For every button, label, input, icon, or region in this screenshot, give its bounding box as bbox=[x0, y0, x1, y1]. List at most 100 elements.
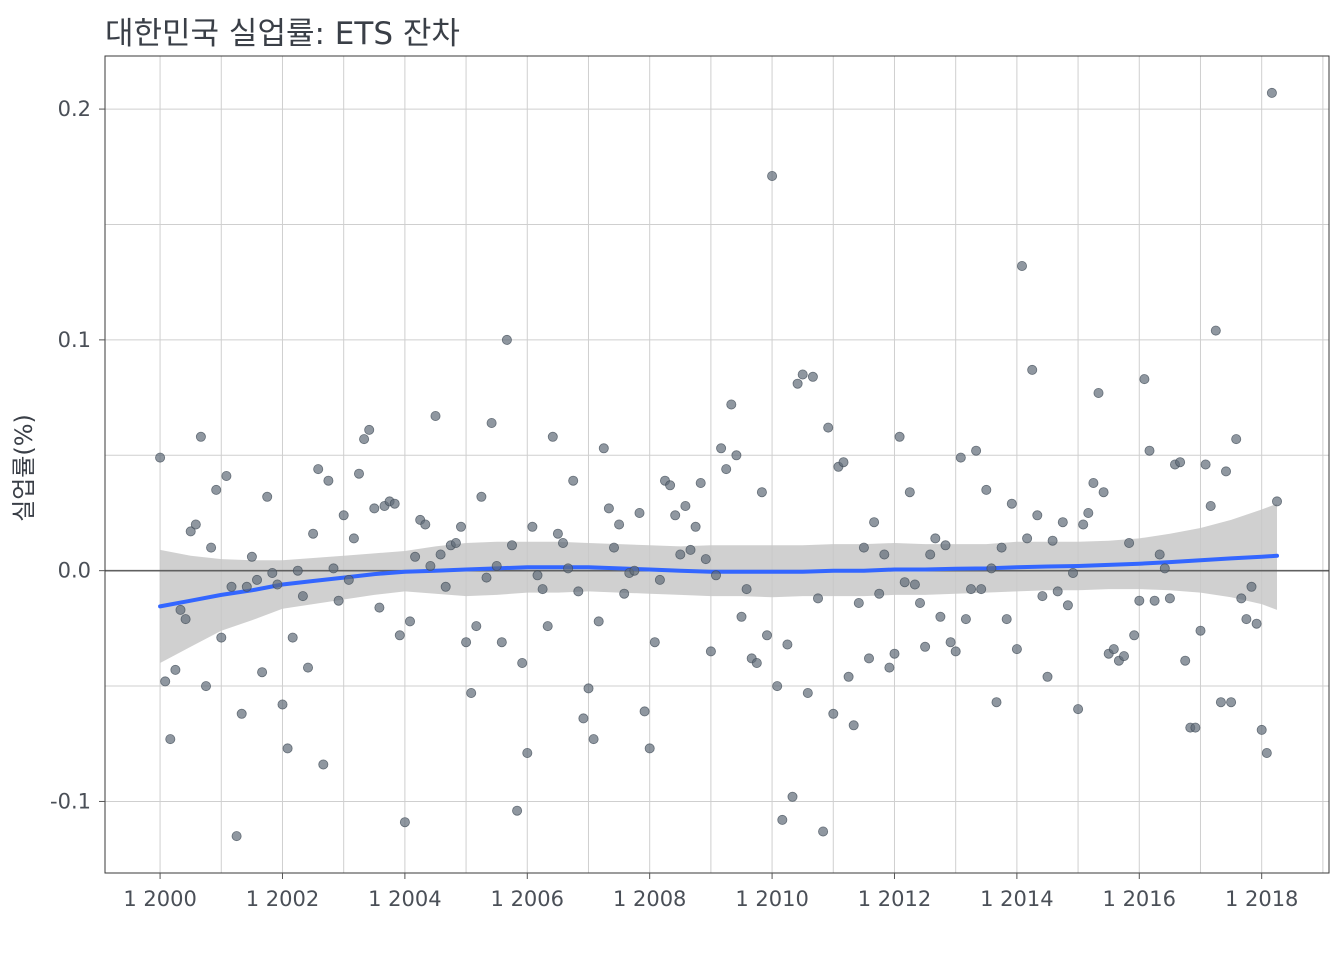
data-point bbox=[156, 453, 165, 462]
data-point bbox=[839, 458, 848, 467]
data-point bbox=[166, 735, 175, 744]
data-point bbox=[1267, 88, 1276, 97]
data-point bbox=[829, 709, 838, 718]
data-point bbox=[1216, 698, 1225, 707]
data-point bbox=[431, 411, 440, 420]
data-point bbox=[783, 640, 792, 649]
data-point bbox=[268, 568, 277, 577]
data-point bbox=[752, 658, 761, 667]
data-point bbox=[650, 638, 659, 647]
data-point bbox=[808, 372, 817, 381]
data-point bbox=[191, 520, 200, 529]
data-point bbox=[212, 485, 221, 494]
data-point bbox=[176, 605, 185, 614]
data-point bbox=[400, 818, 409, 827]
data-point bbox=[1227, 698, 1236, 707]
data-point bbox=[242, 582, 251, 591]
data-point bbox=[288, 633, 297, 642]
data-point bbox=[885, 663, 894, 672]
y-axis-ticks: -0.1 0.0 0.1 0.2 bbox=[50, 97, 105, 813]
data-point bbox=[711, 571, 720, 580]
data-point bbox=[1043, 672, 1052, 681]
data-point bbox=[1155, 550, 1164, 559]
data-point bbox=[691, 522, 700, 531]
data-point bbox=[921, 642, 930, 651]
data-point bbox=[609, 543, 618, 552]
data-point bbox=[645, 744, 654, 753]
data-point bbox=[298, 592, 307, 601]
data-point bbox=[620, 589, 629, 598]
data-point bbox=[972, 446, 981, 455]
data-point bbox=[1257, 725, 1266, 734]
data-point bbox=[528, 522, 537, 531]
data-point bbox=[727, 400, 736, 409]
data-point bbox=[507, 541, 516, 550]
data-point bbox=[941, 541, 950, 550]
data-point bbox=[1099, 488, 1108, 497]
data-point bbox=[456, 522, 465, 531]
data-point bbox=[579, 714, 588, 723]
y-axis-label: 실업률(%) bbox=[10, 414, 38, 522]
data-point bbox=[615, 520, 624, 529]
data-point bbox=[247, 552, 256, 561]
data-point bbox=[895, 432, 904, 441]
data-point bbox=[1150, 596, 1159, 605]
data-point bbox=[451, 538, 460, 547]
data-point bbox=[1181, 656, 1190, 665]
data-point bbox=[543, 622, 552, 631]
data-point bbox=[1160, 564, 1169, 573]
data-point bbox=[681, 501, 690, 510]
data-point bbox=[1053, 587, 1062, 596]
y-tick-label: 0.2 bbox=[58, 97, 91, 121]
data-point bbox=[987, 564, 996, 573]
data-point bbox=[1089, 478, 1098, 487]
data-point bbox=[227, 582, 236, 591]
data-point bbox=[696, 478, 705, 487]
x-tick-label: 1 2008 bbox=[613, 887, 686, 911]
data-point bbox=[360, 435, 369, 444]
data-point bbox=[1119, 652, 1128, 661]
chart-title: 대한민국 실업률: ETS 잔차 bbox=[105, 16, 460, 52]
data-point bbox=[574, 587, 583, 596]
data-point bbox=[171, 665, 180, 674]
data-point bbox=[844, 672, 853, 681]
data-point bbox=[1012, 645, 1021, 654]
data-point bbox=[482, 573, 491, 582]
data-point bbox=[278, 700, 287, 709]
data-point bbox=[1206, 501, 1215, 510]
data-point bbox=[813, 594, 822, 603]
x-tick-label: 1 2010 bbox=[735, 887, 808, 911]
data-point bbox=[706, 647, 715, 656]
data-point bbox=[915, 598, 924, 607]
data-point bbox=[854, 598, 863, 607]
data-point bbox=[237, 709, 246, 718]
x-tick-label: 1 2014 bbox=[980, 887, 1053, 911]
data-point bbox=[701, 555, 710, 564]
data-point bbox=[1125, 538, 1134, 547]
data-point bbox=[956, 453, 965, 462]
data-point bbox=[997, 543, 1006, 552]
data-point bbox=[314, 465, 323, 474]
data-point bbox=[303, 663, 312, 672]
x-tick-label: 1 2018 bbox=[1225, 887, 1298, 911]
x-tick-label: 1 2004 bbox=[368, 887, 441, 911]
data-point bbox=[1130, 631, 1139, 640]
data-point bbox=[1252, 619, 1261, 628]
data-point bbox=[1191, 723, 1200, 732]
data-point bbox=[671, 511, 680, 520]
data-point bbox=[900, 578, 909, 587]
data-point bbox=[1140, 375, 1149, 384]
data-point bbox=[742, 585, 751, 594]
data-point bbox=[666, 481, 675, 490]
data-point bbox=[1201, 460, 1210, 469]
data-point bbox=[349, 534, 358, 543]
data-point bbox=[1074, 705, 1083, 714]
data-point bbox=[635, 508, 644, 517]
data-point bbox=[370, 504, 379, 513]
data-point bbox=[599, 444, 608, 453]
data-point bbox=[217, 633, 226, 642]
x-tick-label: 1 2006 bbox=[491, 887, 564, 911]
x-axis-ticks: 1 2000 1 2002 1 2004 1 2006 1 2008 1 2010 1 20… bbox=[123, 873, 1298, 911]
data-point bbox=[324, 476, 333, 485]
